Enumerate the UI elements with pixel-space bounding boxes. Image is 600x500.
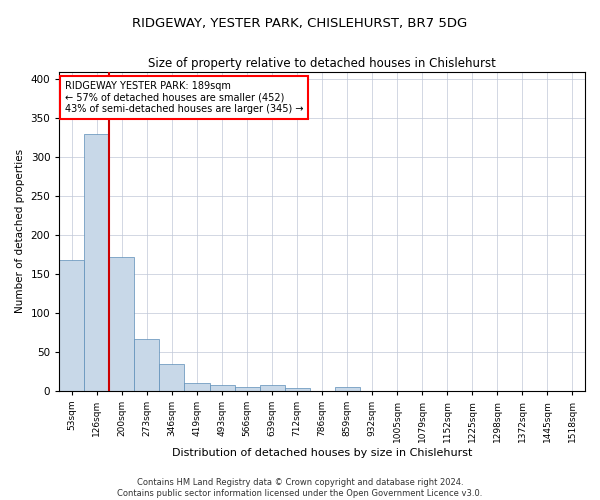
Title: Size of property relative to detached houses in Chislehurst: Size of property relative to detached ho… [148, 58, 496, 70]
Bar [284, 388, 310, 391]
Y-axis label: Number of detached properties: Number of detached properties [15, 149, 25, 314]
Bar [85, 134, 109, 391]
Bar [260, 384, 284, 391]
Bar [184, 383, 209, 391]
Text: RIDGEWAY, YESTER PARK, CHISLEHURST, BR7 5DG: RIDGEWAY, YESTER PARK, CHISLEHURST, BR7 … [133, 18, 467, 30]
X-axis label: Distribution of detached houses by size in Chislehurst: Distribution of detached houses by size … [172, 448, 472, 458]
Text: RIDGEWAY YESTER PARK: 189sqm
← 57% of detached houses are smaller (452)
43% of s: RIDGEWAY YESTER PARK: 189sqm ← 57% of de… [65, 81, 303, 114]
Bar [335, 387, 360, 391]
Text: Contains HM Land Registry data © Crown copyright and database right 2024.
Contai: Contains HM Land Registry data © Crown c… [118, 478, 482, 498]
Bar [209, 384, 235, 391]
Bar [59, 260, 85, 391]
Bar [134, 338, 160, 391]
Bar [235, 387, 260, 391]
Bar [160, 364, 184, 391]
Bar [109, 257, 134, 391]
